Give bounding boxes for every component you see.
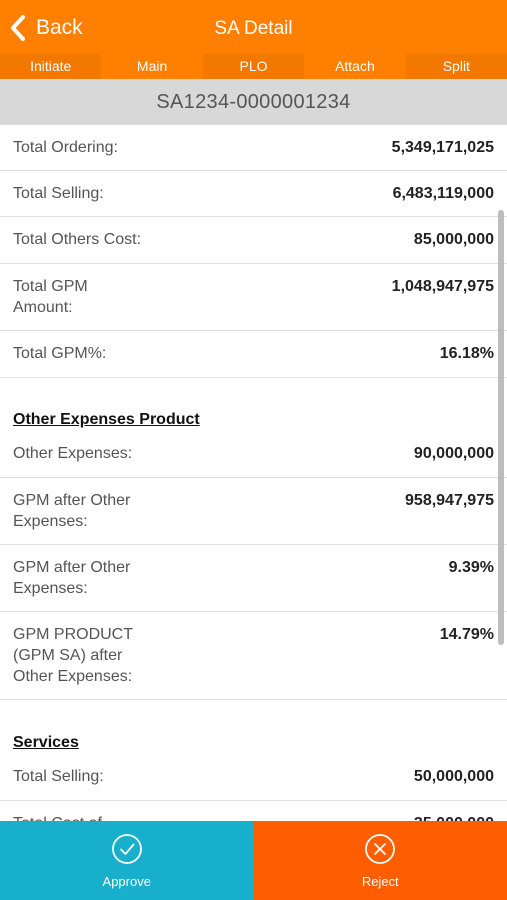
- header-bar: Back SA Detail: [0, 0, 507, 54]
- total-gpm-percent-value: 16.18%: [439, 345, 494, 362]
- action-footer: Approve Reject: [0, 821, 507, 900]
- gpm-after-other-expenses-percent-label: GPM after Other Expenses:: [13, 559, 131, 597]
- total-ordering-label: Total Ordering:: [13, 139, 118, 156]
- total-selling-row: Total Selling: 6,483,119,000: [0, 171, 507, 217]
- total-selling-label: Total Selling:: [13, 185, 104, 202]
- scrollbar[interactable]: [498, 210, 504, 645]
- tab-main[interactable]: Main: [136, 58, 168, 74]
- total-ordering-value: 5,349,171,025: [391, 139, 494, 156]
- total-gpm-amount-row: Total GPM Amount: 1,048,947,975: [0, 264, 507, 331]
- sa-number: SA1234-0000001234: [0, 79, 507, 125]
- detail-content[interactable]: Total Ordering: 5,349,171,025 Total Sell…: [0, 125, 507, 821]
- total-selling-value: 6,483,119,000: [392, 185, 494, 202]
- services-section-title: Services: [13, 734, 79, 751]
- gpm-after-other-expenses-row: GPM after Other Expenses: 958,947,975: [0, 478, 507, 545]
- approve-button[interactable]: Approve: [0, 821, 254, 900]
- close-circle-icon: [365, 833, 396, 864]
- total-gpm-amount-value: 1,048,947,975: [391, 278, 494, 295]
- gpm-product-label: GPM PRODUCT (GPM SA) after Other Expense…: [13, 626, 133, 685]
- other-expenses-label: Other Expenses:: [13, 445, 133, 462]
- back-button[interactable]: Back: [8, 10, 83, 46]
- total-gpm-percent-row: Total GPM%: 16.18%: [0, 331, 507, 378]
- gpm-product-row: GPM PRODUCT (GPM SA) after Other Expense…: [0, 612, 507, 700]
- back-label: Back: [36, 16, 83, 39]
- reject-label: Reject: [361, 873, 399, 889]
- tab-initiate[interactable]: Initiate: [0, 54, 102, 79]
- services-total-selling-label: Total Selling:: [13, 768, 104, 785]
- tab-attach[interactable]: Attach: [335, 58, 375, 74]
- reject-button[interactable]: Reject: [253, 821, 507, 900]
- other-expenses-value: 90,000,000: [413, 445, 494, 462]
- total-gpm-percent-label: Total GPM%:: [13, 345, 107, 362]
- services-total-cost-row: Total Cost of 35,000,000: [0, 801, 507, 821]
- total-others-cost-label: Total Others Cost:: [13, 231, 142, 248]
- other-expenses-section-title: Other Expenses Product: [13, 411, 200, 428]
- services-total-cost-value: 35,000,000: [414, 813, 494, 821]
- total-others-cost-value: 85,000,000: [413, 231, 494, 248]
- services-total-selling-value: 50,000,000: [413, 768, 494, 785]
- gpm-after-other-expenses-percent-value: 9.39%: [448, 559, 494, 576]
- gpm-after-other-expenses-label: GPM after Other Expenses:: [13, 492, 131, 530]
- total-others-cost-row: Total Others Cost: 85,000,000: [0, 217, 507, 264]
- tab-bar: Initiate Main PLO Attach Split: [0, 54, 507, 79]
- tab-plo[interactable]: PLO: [202, 54, 305, 79]
- tab-split[interactable]: Split: [405, 54, 507, 79]
- approve-label: Approve: [102, 873, 151, 889]
- chevron-left-icon: [11, 15, 25, 41]
- services-total-cost-label: Total Cost of: [13, 813, 102, 821]
- gpm-after-other-expenses-value: 958,947,975: [405, 492, 494, 509]
- check-circle-icon: [111, 833, 142, 864]
- other-expenses-row: Other Expenses: 90,000,000: [0, 433, 507, 478]
- services-total-selling-row: Total Selling: 50,000,000: [0, 755, 507, 801]
- gpm-after-other-expenses-percent-row: GPM after Other Expenses: 9.39%: [0, 545, 507, 612]
- gpm-product-value: 14.79%: [439, 626, 494, 643]
- total-ordering-row: Total Ordering: 5,349,171,025: [0, 125, 507, 171]
- total-gpm-amount-label: Total GPM Amount:: [13, 278, 88, 316]
